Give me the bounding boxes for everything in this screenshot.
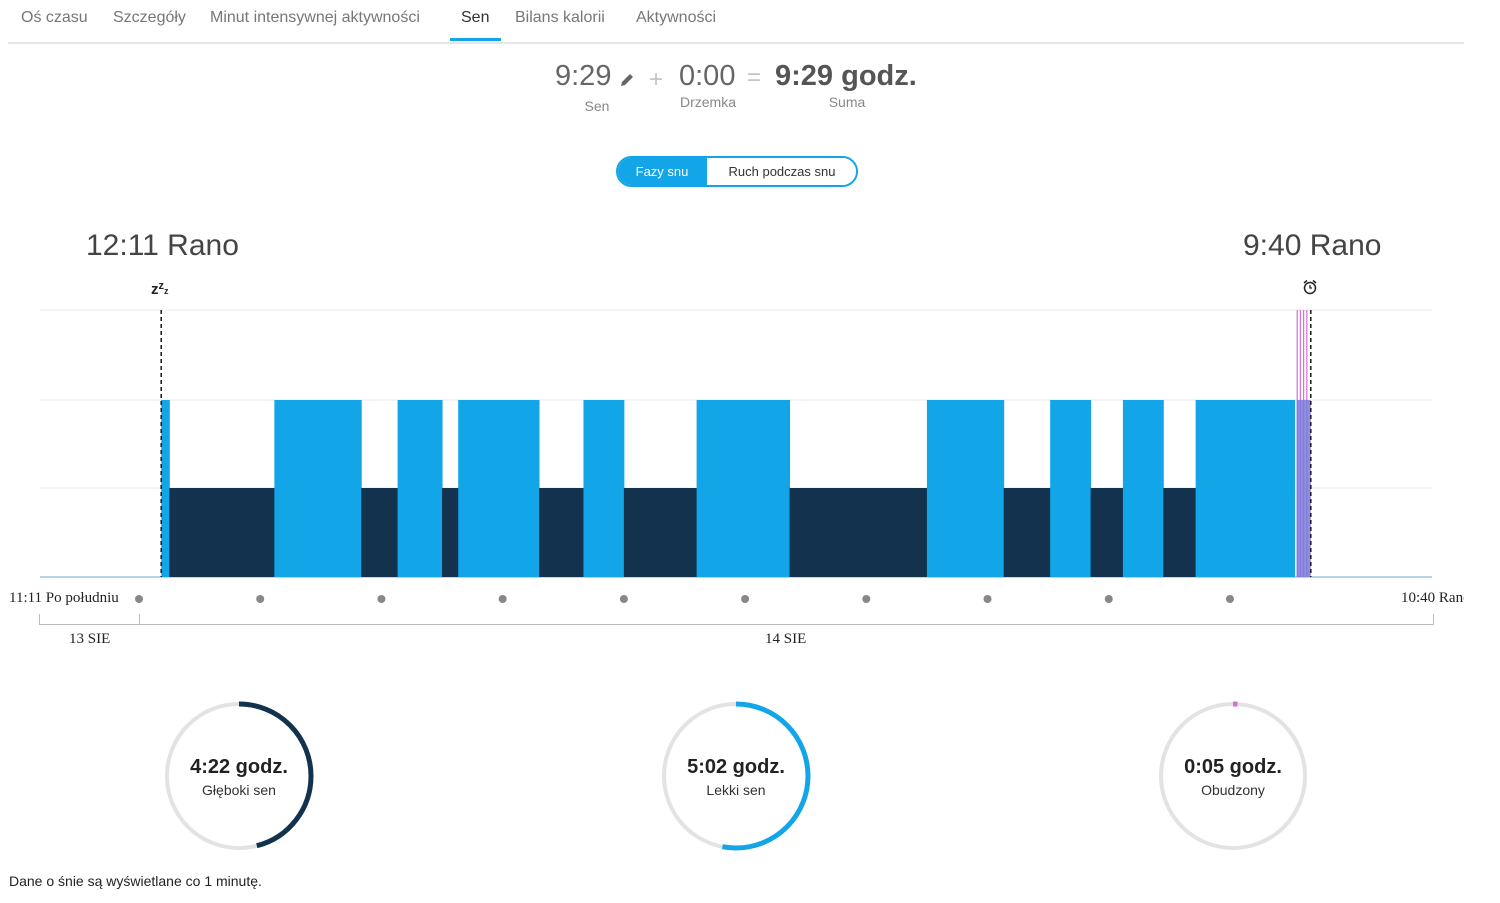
hour-dot xyxy=(983,595,992,603)
sleep-value: 9:29 xyxy=(555,60,612,92)
light-sleep-segment xyxy=(397,400,443,577)
equals-sign: = xyxy=(747,64,762,91)
tab-details[interactable]: Szczegóły xyxy=(113,9,186,26)
tab-calorie-balance[interactable]: Bilans kalorii xyxy=(515,9,605,26)
sleep-end-time: 9:40 Rano xyxy=(1243,229,1382,262)
light-sleep-segment xyxy=(696,400,791,577)
tab-bar: Oś czasu Szczegóły Minut intensywnej akt… xyxy=(8,0,1464,44)
deep-sleep-segment xyxy=(1090,488,1124,577)
deep-sleep-label: Głęboki sen xyxy=(202,782,276,798)
light-sleep-segment xyxy=(161,400,170,577)
light-sleep-segment xyxy=(458,400,540,577)
hour-dot xyxy=(862,595,871,603)
awake-overlap xyxy=(1296,400,1311,577)
tab-activities[interactable]: Aktywności xyxy=(636,9,717,26)
awake-ring: 0:05 godz. Obudzony xyxy=(1157,700,1309,852)
total-value: 9:29 godz. xyxy=(775,60,917,92)
ring-progress xyxy=(164,701,314,851)
sleep-label: Sen xyxy=(584,98,610,114)
sleep-stages-toggle[interactable]: Fazy snu xyxy=(618,158,706,185)
sleep-boundary-markers xyxy=(160,310,1312,577)
zzz-icon: zzz xyxy=(151,280,169,298)
ring-progress xyxy=(661,701,811,851)
hour-dot xyxy=(498,595,507,603)
total-label: Suma xyxy=(828,94,866,110)
deep-sleep-segment xyxy=(539,488,584,577)
view-toggle: Fazy snu Ruch podczas snu xyxy=(616,156,858,187)
plus-sign: + xyxy=(649,66,664,93)
deep-sleep-segment xyxy=(789,488,928,577)
deep-sleep-ring: 4:22 godz. Głęboki sen xyxy=(163,700,315,852)
hour-dot xyxy=(741,595,750,603)
light-sleep-segment xyxy=(1195,400,1296,577)
date-label-2: 14 SIE xyxy=(765,631,807,647)
hour-markers xyxy=(134,595,1234,603)
alarm-clock-icon xyxy=(1303,279,1317,295)
active-tab-indicator xyxy=(450,38,501,41)
sleep-stage-chart xyxy=(40,309,1432,603)
deep-sleep-segment xyxy=(623,488,698,577)
sleep-start-time: 12:11 Rano xyxy=(86,229,239,262)
light-sleep-ring: 5:02 godz. Lekki sen xyxy=(660,700,812,852)
hour-dot xyxy=(377,595,386,603)
hour-dot xyxy=(619,595,628,603)
tab-sleep[interactable]: Sen xyxy=(461,9,490,26)
light-sleep-segment xyxy=(274,400,362,577)
hour-dot xyxy=(1104,595,1113,603)
light-sleep-segment xyxy=(926,400,1005,577)
hour-dot xyxy=(134,595,143,603)
ring-progress xyxy=(1158,701,1308,851)
hour-dot xyxy=(256,595,265,603)
axis-start-label: 11:11 Po południu xyxy=(9,590,119,606)
nap-value: 0:00 xyxy=(679,60,736,92)
light-sleep-segment xyxy=(583,400,625,577)
deep-sleep-segment xyxy=(1163,488,1197,577)
tab-timeline[interactable]: Oś czasu xyxy=(21,9,88,26)
deep-sleep-segment xyxy=(1003,488,1051,577)
light-sleep-label: Lekki sen xyxy=(706,782,766,798)
deep-sleep-segment xyxy=(442,488,459,577)
deep-sleep-segment xyxy=(361,488,399,577)
data-interval-note: Dane o śnie są wyświetlane co 1 minutę. xyxy=(9,873,262,889)
date-divider xyxy=(139,614,140,624)
hour-dot xyxy=(1225,595,1234,603)
date-label-1: 13 SIE xyxy=(69,631,111,647)
light-sleep-segment xyxy=(1050,400,1092,577)
light-sleep-segment xyxy=(1122,400,1164,577)
axis-end-label: 10:40 Rano xyxy=(1401,590,1464,606)
pencil-icon[interactable] xyxy=(619,72,635,88)
date-axis xyxy=(39,614,1434,625)
light-sleep-value: 5:02 godz. xyxy=(687,756,785,778)
awake-value: 0:05 godz. xyxy=(1184,756,1282,778)
tab-intensity-minutes[interactable]: Minut intensywnej aktywności xyxy=(210,9,420,26)
deep-sleep-value: 4:22 godz. xyxy=(190,756,288,778)
awake-label: Obudzony xyxy=(1201,782,1265,798)
sleep-movement-toggle[interactable]: Ruch podczas snu xyxy=(706,158,856,185)
nap-label: Drzemka xyxy=(679,94,736,110)
sleep-segments xyxy=(161,310,1311,577)
deep-sleep-segment xyxy=(169,488,275,577)
